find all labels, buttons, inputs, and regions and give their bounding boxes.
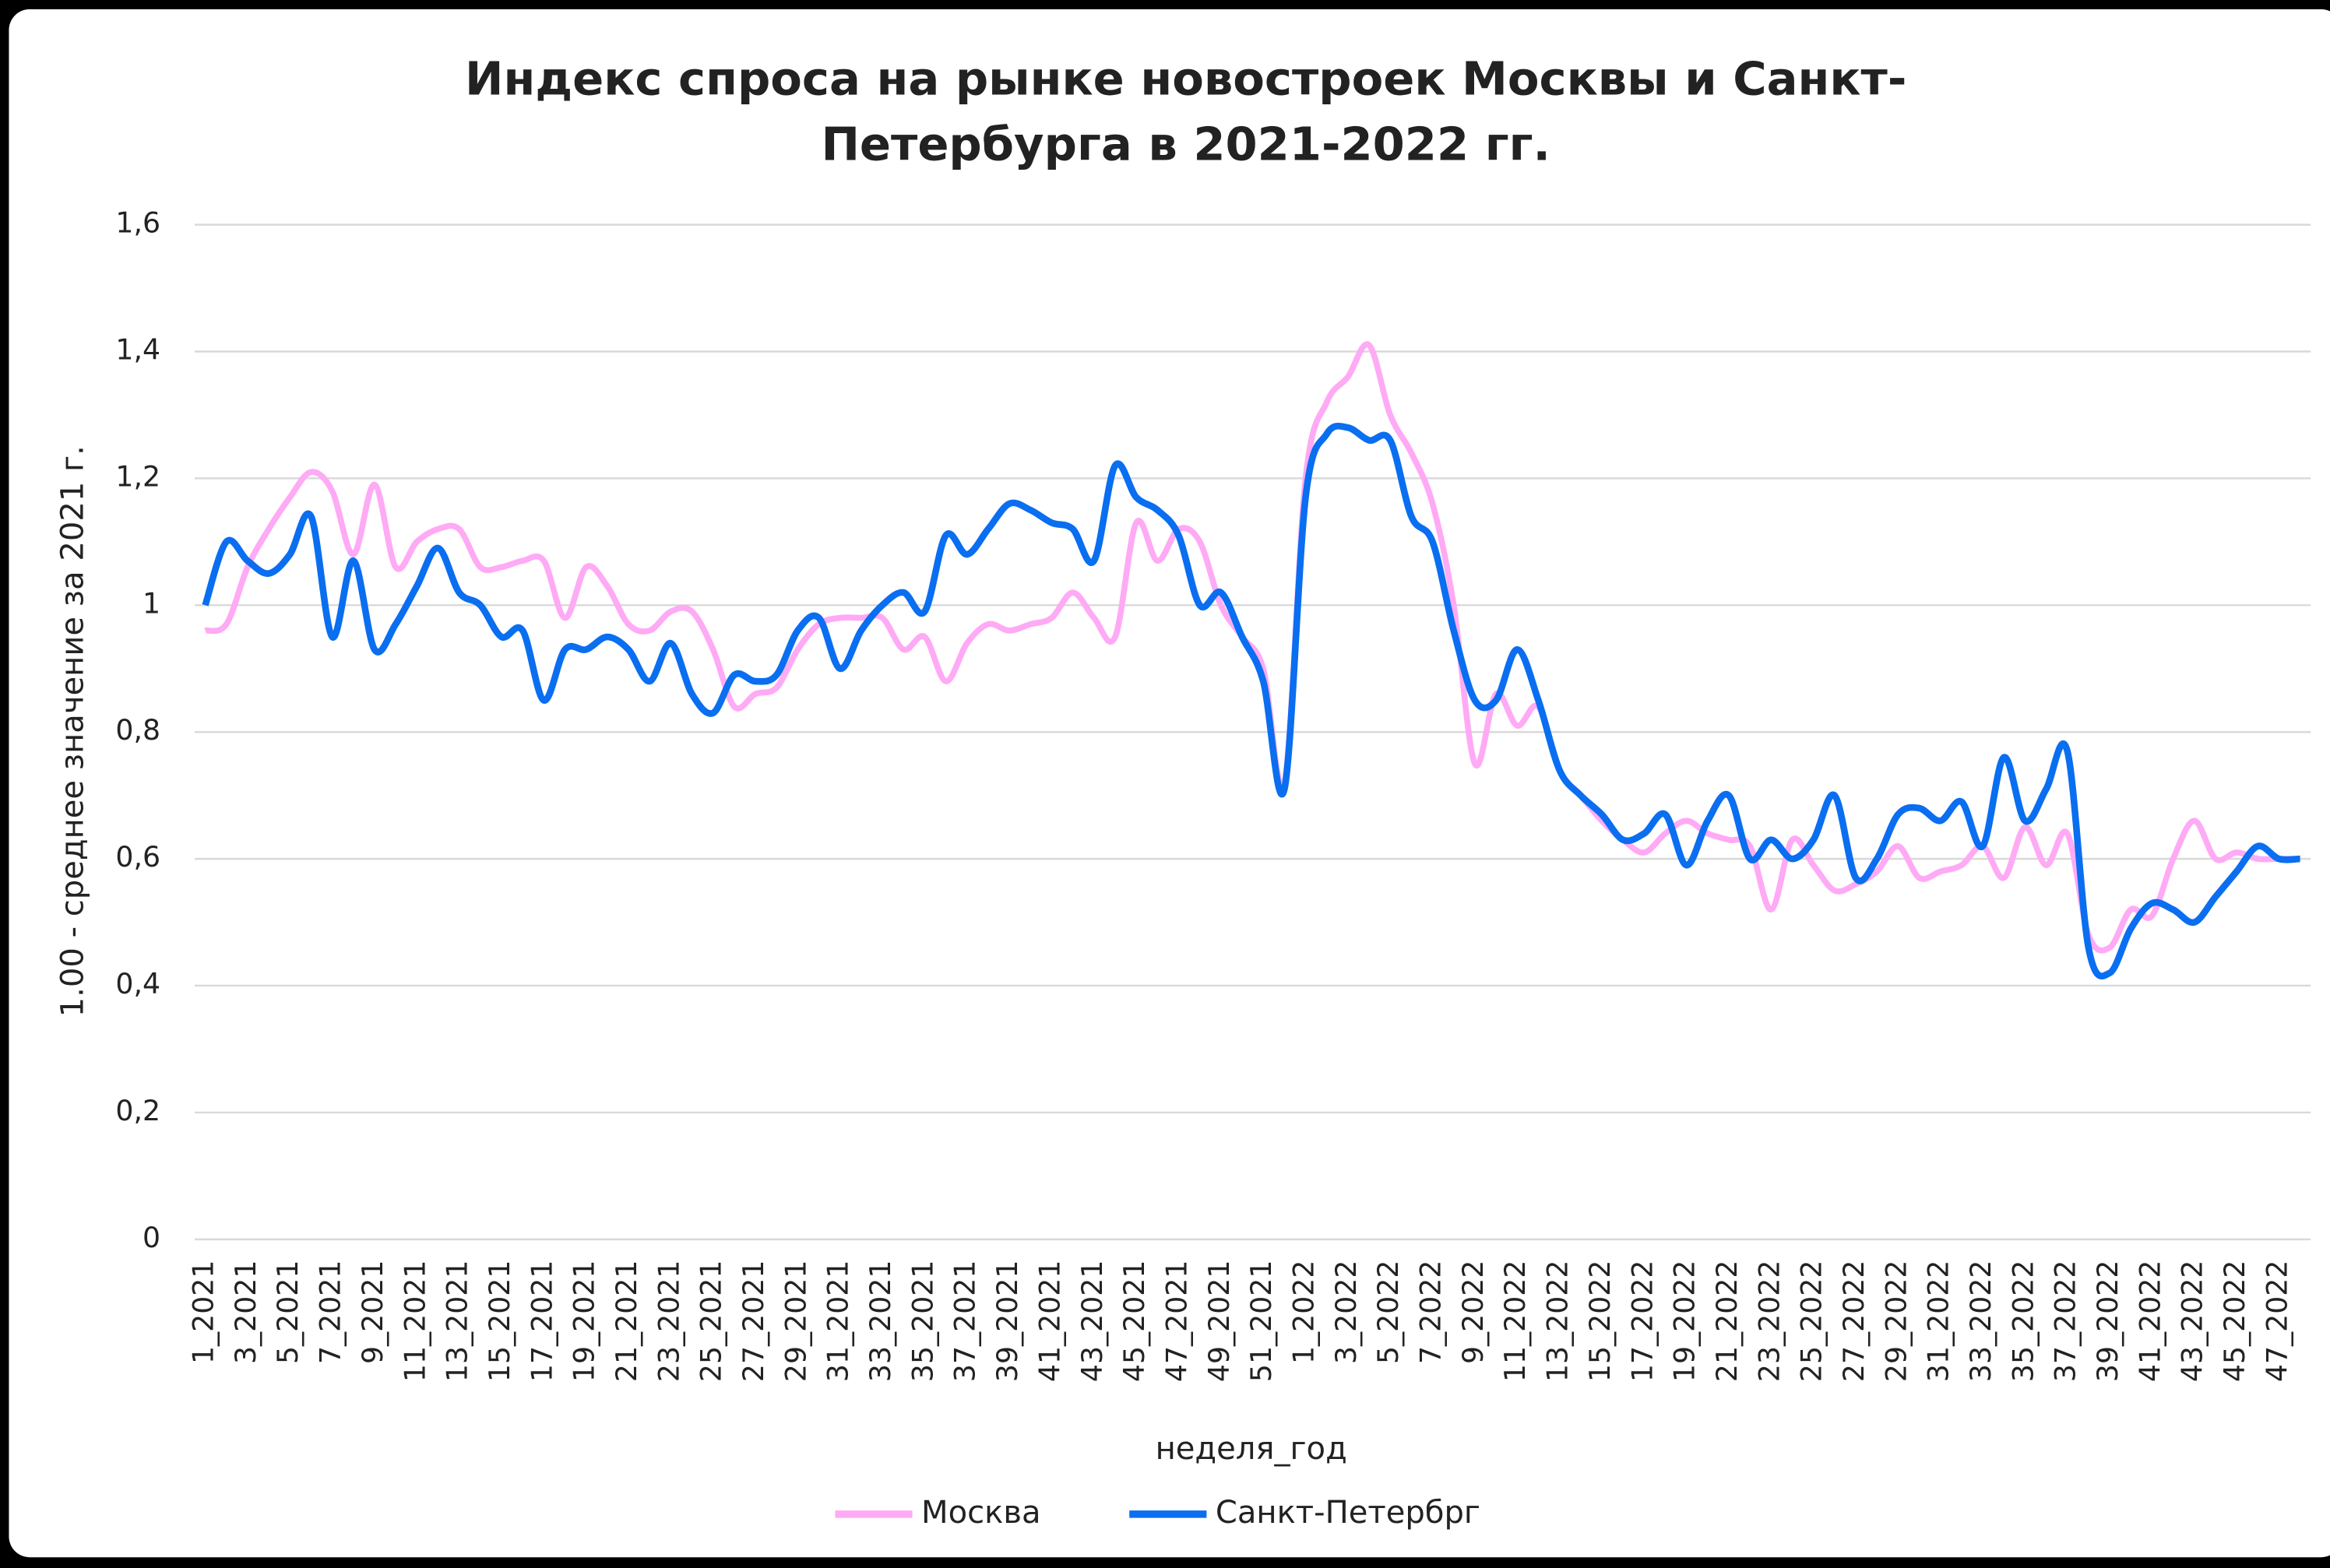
- x-tick-label: 45_2021: [1117, 1260, 1151, 1383]
- y-tick-label: 0,8: [115, 713, 160, 747]
- x-tick-label: 19_2022: [1668, 1260, 1702, 1383]
- x-tick-label: 33_2021: [864, 1260, 897, 1383]
- x-tick-label: 49_2021: [1202, 1260, 1236, 1383]
- x-tick-label: 25_2021: [695, 1260, 728, 1383]
- x-tick-label: 17_2021: [525, 1260, 558, 1383]
- x-tick-label: 37_2021: [949, 1260, 982, 1383]
- x-tick-label: 45_2022: [2218, 1260, 2251, 1383]
- x-tick-label: 21_2021: [610, 1260, 643, 1383]
- y-tick-label: 0,2: [115, 1094, 160, 1127]
- x-tick-label: 7_2022: [1414, 1260, 1448, 1364]
- x-tick-label: 7_2021: [314, 1260, 347, 1364]
- x-tick-label: 1_2022: [1287, 1260, 1321, 1364]
- x-tick-label: 3_2021: [229, 1260, 262, 1364]
- x-tick-label: 13_2021: [441, 1260, 474, 1383]
- y-tick-label: 1,4: [115, 332, 160, 366]
- x-axis-label: неделя_год: [1156, 1431, 1347, 1467]
- chart-title: Индекс спроса на рынке новостроек Москвы…: [465, 52, 1906, 106]
- x-tick-label: 41_2021: [1033, 1260, 1066, 1383]
- x-tick-label: 39_2021: [991, 1260, 1024, 1383]
- x-tick-label: 21_2022: [1710, 1260, 1744, 1383]
- y-tick-label: 0,4: [115, 967, 160, 1000]
- x-tick-label: 31_2022: [1922, 1260, 1955, 1383]
- y-tick-label: 1,6: [115, 206, 160, 240]
- x-tick-label: 15_2021: [483, 1260, 516, 1383]
- x-tick-label: 5_2021: [271, 1260, 304, 1364]
- x-tick-label: 17_2022: [1625, 1260, 1659, 1383]
- x-tick-label: 51_2021: [1244, 1260, 1278, 1383]
- x-tick-label: 19_2021: [568, 1260, 601, 1383]
- x-tick-label: 37_2022: [2049, 1260, 2082, 1383]
- line-series: [202, 422, 2300, 979]
- x-tick-label: 35_2021: [906, 1260, 939, 1383]
- y-tick-label: 1,2: [115, 459, 160, 493]
- x-tick-label: 15_2022: [1583, 1260, 1617, 1383]
- x-tick-label: 1_2021: [187, 1260, 220, 1364]
- x-tick-label: 27_2021: [737, 1260, 770, 1383]
- x-tick-label: 5_2022: [1371, 1260, 1405, 1364]
- x-tick-label: 11_2022: [1498, 1260, 1532, 1383]
- y-tick-label: 0: [143, 1221, 160, 1254]
- x-tick-label: 39_2022: [2091, 1260, 2124, 1383]
- y-axis-label: 1.00 - среднее значение за 2021 г.: [55, 445, 90, 1017]
- x-tick-label: 23_2021: [652, 1260, 685, 1383]
- x-tick-label: 9_2022: [1456, 1260, 1490, 1364]
- x-tick-label: 47_2021: [1160, 1260, 1193, 1383]
- x-tick-label: 11_2021: [398, 1260, 431, 1383]
- legend-label: Санкт-Петербрг: [1216, 1495, 1480, 1531]
- x-tick-label: 47_2022: [2260, 1260, 2293, 1383]
- x-tick-label: 13_2022: [1541, 1260, 1575, 1383]
- x-tick-label: 43_2021: [1075, 1260, 1109, 1383]
- x-tick-label: 35_2022: [2006, 1260, 2040, 1383]
- x-tick-label: 29_2021: [779, 1260, 812, 1383]
- y-tick-label: 1: [143, 586, 160, 620]
- x-tick-label: 41_2022: [2133, 1260, 2166, 1383]
- x-tick-label: 27_2022: [1837, 1260, 1871, 1383]
- x-tick-label: 31_2021: [822, 1260, 855, 1383]
- x-tick-label: 29_2022: [1879, 1260, 1913, 1383]
- x-tick-label: 3_2022: [1329, 1260, 1363, 1364]
- chart-background: [9, 9, 2330, 1558]
- x-tick-label: 25_2022: [1795, 1260, 1828, 1383]
- x-tick-label: 23_2022: [1752, 1260, 1786, 1383]
- x-tick-label: 9_2021: [356, 1260, 389, 1364]
- legend-label: Москва: [921, 1495, 1040, 1531]
- chart-title: Петербурга в 2021-2022 гг.: [821, 117, 1550, 171]
- x-tick-label: 33_2022: [1964, 1260, 1997, 1383]
- y-tick-label: 0,6: [115, 840, 160, 874]
- x-tick-label: 43_2022: [2176, 1260, 2209, 1383]
